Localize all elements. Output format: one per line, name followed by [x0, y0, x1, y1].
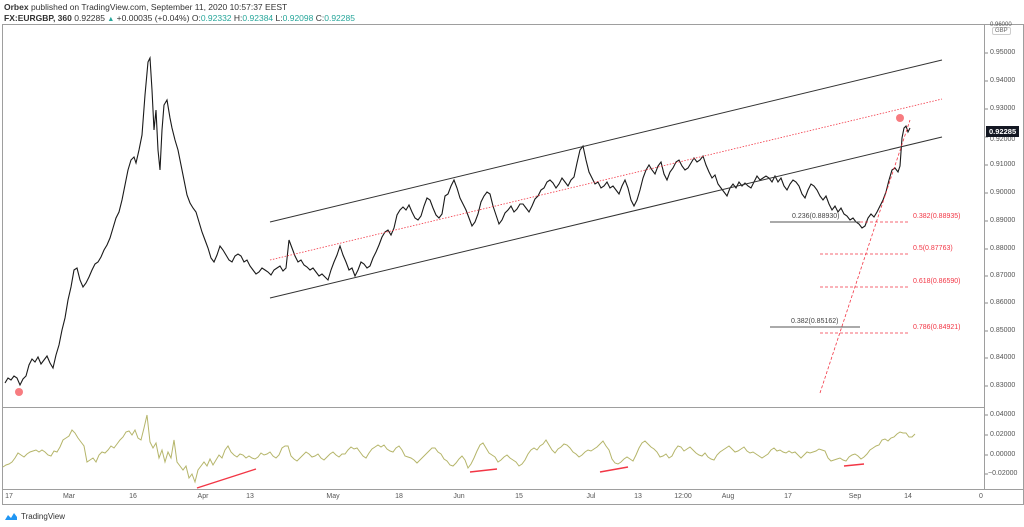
publisher: Orbex [4, 2, 29, 12]
price-tick: 0.92000 [990, 136, 1016, 143]
divergence-line-jul [599, 466, 629, 473]
time-label: May [326, 493, 340, 500]
osc-tick: 0.02000 [990, 431, 1016, 438]
time-label: 16 [129, 493, 137, 500]
price-tick: 0.83000 [990, 382, 1016, 389]
divergence-line-sep [843, 463, 865, 467]
price-tick: 0.87000 [990, 272, 1016, 279]
osc-tick: 0.04000 [990, 411, 1016, 418]
price-tick: 0.93000 [990, 105, 1016, 112]
channel-upper-line [269, 59, 943, 223]
osc-tick: −0.02000 [988, 470, 1018, 477]
time-label: Aug [721, 493, 735, 500]
osc-tick: 0.00000 [990, 451, 1016, 458]
price-tick: 0.84000 [990, 354, 1016, 361]
tradingview-logo[interactable]: TradingView [4, 512, 65, 521]
price-tick: 0.85000 [990, 327, 1016, 334]
price-tick: 0.89000 [990, 217, 1016, 224]
price-tick: 0.90000 [990, 189, 1016, 196]
time-label: 17 [5, 493, 13, 500]
channel-median-line [269, 98, 943, 261]
high-label: H: [233, 13, 243, 23]
current-price-tag: 0.92285 [986, 126, 1020, 137]
last-price: 0.92285 [74, 13, 105, 23]
brand-name: TradingView [21, 512, 66, 521]
fib-trend-line [819, 119, 911, 394]
price-change: +0.00035 (+0.04%) [116, 13, 190, 23]
time-label: Mar [62, 493, 76, 500]
low-label: L: [275, 13, 283, 23]
time-label: 17 [784, 493, 792, 500]
time-label: 12:00 [674, 493, 692, 500]
price-tick: 0.88000 [990, 245, 1016, 252]
close-label: C: [315, 13, 325, 23]
time-label: 13 [634, 493, 642, 500]
close-value: 0.92285 [324, 13, 355, 23]
divergence-line-apr [196, 468, 257, 489]
symbol-name[interactable]: FX:EURGBP, 360 [4, 13, 72, 23]
low-value: 0.92098 [282, 13, 314, 23]
high-value: 0.92384 [242, 13, 274, 23]
channel-lower-line [269, 136, 943, 299]
time-label: 15 [515, 493, 523, 500]
symbol-legend: FX:EURGBP, 360 0.92285 ▲ +0.00035 (+0.04… [4, 13, 355, 23]
price-axis-ticks [985, 52, 988, 475]
fib-label-0786: 0.786(0.84921) [913, 324, 961, 331]
open-label: O: [191, 13, 201, 23]
swing-low-marker [15, 388, 23, 396]
fib-ext-label-0236: 0.236(0.88930) [792, 213, 840, 220]
time-label: Jun [453, 493, 465, 500]
fib-label-0618: 0.618(0.86590) [913, 278, 961, 285]
divergence-line-jun [469, 468, 498, 473]
time-label: Sep [848, 493, 862, 500]
price-tick: 0.91000 [990, 161, 1016, 168]
publish-info: Orbex published on TradingView.com, Sept… [4, 2, 287, 12]
swing-high-marker [896, 114, 904, 122]
oscillator-line [2, 414, 916, 484]
price-series [4, 55, 911, 387]
time-label: 14 [904, 493, 912, 500]
currency-badge[interactable]: GBP [992, 27, 1011, 35]
up-arrow-icon: ▲ [107, 16, 115, 23]
time-label: Apr [197, 493, 209, 500]
price-tick: 0.86000 [990, 299, 1016, 306]
fib-label-05: 0.5(0.87763) [913, 245, 953, 252]
fib-ext-label-0382: 0.382(0.85162) [791, 318, 839, 325]
time-label: 13 [246, 493, 254, 500]
open-value: 0.92332 [200, 13, 232, 23]
tradingview-cloud-icon [5, 513, 17, 520]
published-text: published on TradingView.com, September … [30, 2, 288, 12]
time-axis-corner: 0 [979, 493, 983, 500]
time-label: Jul [586, 493, 596, 500]
time-label: 18 [395, 493, 403, 500]
price-tick: 0.95000 [990, 49, 1016, 56]
price-tick: 0.96000 [990, 22, 1012, 28]
fib-label-0382: 0.382(0.88935) [913, 213, 961, 220]
price-tick: 0.94000 [990, 77, 1016, 84]
